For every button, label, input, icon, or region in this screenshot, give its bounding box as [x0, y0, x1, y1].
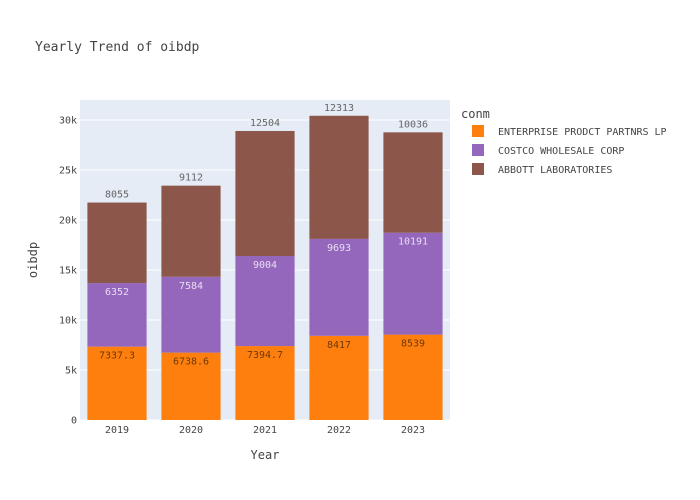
legend-swatch — [472, 125, 484, 137]
data-label: 7394.7 — [247, 350, 283, 361]
bar-segment[interactable] — [235, 130, 295, 257]
y-tick-label: 15k — [59, 266, 77, 277]
data-label: 7337.3 — [99, 351, 135, 362]
y-axis-ticks: 0 5k 10k 15k 20k 25k 30k — [59, 116, 77, 427]
chart-title: Yearly Trend of oibdp — [35, 40, 200, 55]
data-label: 8055 — [105, 190, 129, 201]
x-tick-label: 2020 — [179, 425, 203, 436]
x-axis-ticks: 2019 2020 2021 2022 2023 — [105, 425, 425, 436]
x-tick-label: 2022 — [327, 425, 351, 436]
bars: 7337.3 6352 8055 6738.6 7584 9112 7394.7 9004 12… — [87, 103, 443, 420]
data-label: 6738.6 — [173, 357, 209, 368]
x-tick-label: 2023 — [401, 425, 425, 436]
data-label: 10191 — [398, 237, 428, 248]
legend-title: conm — [461, 107, 490, 121]
bar-segment[interactable] — [383, 132, 443, 233]
y-tick-label: 5k — [65, 366, 77, 377]
bar-segment[interactable] — [383, 334, 443, 420]
bar-segment[interactable] — [235, 256, 295, 347]
x-tick-label: 2021 — [253, 425, 277, 436]
data-label: 8417 — [327, 340, 351, 351]
legend-swatch — [472, 144, 484, 156]
data-label: 10036 — [398, 119, 428, 130]
data-label: 9693 — [327, 243, 351, 254]
legend-item-label[interactable]: COSTCO WHOLESALE CORP — [498, 146, 624, 157]
data-label: 8539 — [401, 339, 425, 350]
y-tick-label: 20k — [59, 216, 77, 227]
data-label: 6352 — [105, 287, 129, 298]
data-label: 7584 — [179, 281, 203, 292]
bar-segment[interactable] — [87, 283, 147, 347]
data-label: 12313 — [324, 103, 354, 114]
data-label: 9004 — [253, 260, 277, 271]
bar-segment[interactable] — [309, 335, 369, 420]
bar-segment[interactable] — [87, 346, 147, 420]
y-tick-label: 25k — [59, 166, 77, 177]
x-axis-title: Year — [251, 448, 280, 462]
data-label: 9112 — [179, 173, 203, 184]
bar-segment[interactable] — [309, 115, 369, 239]
data-label: 12504 — [250, 118, 280, 129]
legend-swatch — [472, 163, 484, 175]
y-tick-label: 10k — [59, 316, 77, 327]
y-tick-label: 30k — [59, 116, 77, 127]
bar-segment[interactable] — [161, 185, 221, 277]
bar-segment[interactable] — [383, 232, 443, 335]
legend-item-label[interactable]: ABBOTT LABORATORIES — [498, 165, 612, 176]
bar-segment[interactable] — [235, 346, 295, 420]
y-axis-title: oibdp — [26, 242, 40, 278]
x-tick-label: 2019 — [105, 425, 129, 436]
bar-segment[interactable] — [87, 202, 147, 284]
bar-segment[interactable] — [309, 238, 369, 336]
legend-item-label[interactable]: ENTERPRISE PRODCT PARTNRS LP — [498, 127, 667, 138]
legend[interactable]: conm ENTERPRISE PRODCT PARTNRS LP COSTCO … — [461, 107, 667, 176]
bar-segment[interactable] — [161, 352, 221, 420]
y-tick-label: 0 — [71, 416, 77, 427]
bar-segment[interactable] — [161, 276, 221, 353]
